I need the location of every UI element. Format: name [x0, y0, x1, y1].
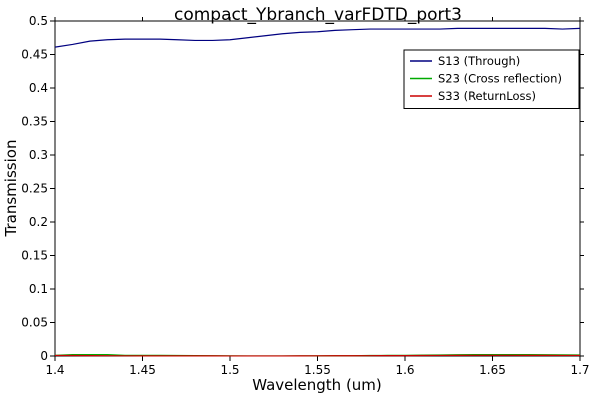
- legend-label: S33 (ReturnLoss): [438, 89, 536, 103]
- legend-label: S23 (Cross reflection): [438, 72, 562, 86]
- y-tick-label: 0.3: [29, 148, 48, 162]
- x-tick-label: 1.45: [129, 363, 156, 377]
- series-line-s13-through: [54, 27, 581, 48]
- series-line-s33-returnloss: [54, 354, 580, 357]
- y-tick-label: 0.5: [29, 14, 48, 28]
- y-tick-label: 0.4: [29, 81, 48, 95]
- chart-title: compact_Ybranch_varFDTD_port3: [174, 5, 462, 25]
- y-tick-label: 0: [40, 349, 48, 363]
- y-tick-label: 0.15: [21, 249, 48, 263]
- y-tick-label: 0.45: [21, 48, 48, 62]
- y-tick-label: 0.05: [21, 316, 48, 330]
- x-axis-title: Wavelength (um): [252, 376, 382, 394]
- y-tick-label: 0.25: [21, 182, 48, 196]
- x-tick-label: 1.5: [220, 363, 239, 377]
- y-tick-label: 0.35: [21, 115, 48, 129]
- x-tick-label: 1.7: [570, 363, 589, 377]
- y-tick-label: 0.1: [29, 282, 48, 296]
- x-tick-label: 1.6: [395, 363, 414, 377]
- y-tick-label: 0.2: [29, 215, 48, 229]
- x-tick-label: 1.65: [479, 363, 506, 377]
- legend-label: S13 (Through): [438, 54, 520, 68]
- legend-box: [403, 49, 580, 109]
- legend: S13 (Through) S23 (Cross reflection) S33 (…: [403, 49, 580, 109]
- y-axis-title: Transmission: [2, 140, 20, 238]
- x-tick-label: 1.55: [304, 363, 331, 377]
- x-tick-label: 1.4: [45, 363, 64, 377]
